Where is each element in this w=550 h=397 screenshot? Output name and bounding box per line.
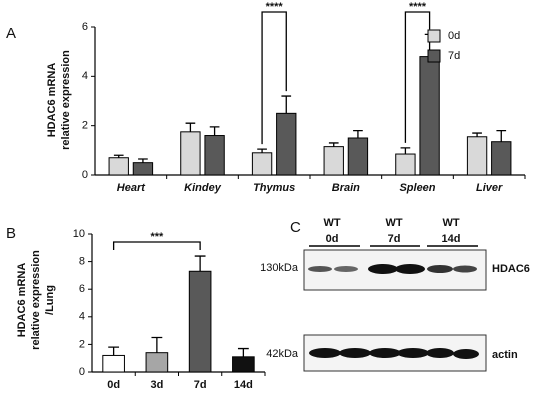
error-bar	[209, 126, 220, 136]
bar	[102, 354, 125, 373]
band	[453, 349, 479, 359]
y-tick-label: 6	[79, 283, 85, 295]
error-bar	[328, 142, 339, 147]
bar	[491, 141, 512, 176]
y-axis-label: relative expression	[60, 50, 72, 150]
size-label: 42kDa	[266, 348, 299, 360]
bar	[276, 112, 297, 176]
band	[369, 348, 401, 358]
error-bar	[138, 158, 148, 163]
y-tick-label: 4	[82, 70, 88, 82]
y-axis-label: relative expression	[30, 250, 42, 350]
band	[334, 266, 358, 272]
error-bar	[151, 336, 163, 353]
legend-swatch	[427, 49, 441, 63]
significance-bracket	[261, 11, 287, 145]
bar	[108, 157, 129, 176]
band	[426, 348, 454, 358]
bar	[419, 56, 440, 176]
x-tick-label: 3d	[150, 379, 163, 391]
band-label: HDAC6	[492, 263, 530, 275]
bar	[204, 135, 225, 176]
error-bar	[281, 95, 292, 114]
panel-label: B	[6, 225, 16, 242]
bar	[145, 352, 169, 373]
y-tick-label: 4	[79, 311, 85, 323]
x-tick-label: 14d	[234, 379, 253, 391]
y-tick-label: 8	[79, 256, 85, 268]
y-tick-label: 6	[82, 21, 88, 33]
bar	[188, 270, 212, 373]
x-tick-label: Heart	[117, 182, 146, 194]
legend-swatch	[427, 29, 441, 43]
y-tick-label: 2	[82, 120, 88, 132]
bar	[132, 162, 154, 176]
y-tick-label: 2	[79, 338, 85, 350]
error-bar	[472, 132, 482, 137]
significance-bracket	[112, 241, 201, 250]
x-tick-label: Spleen	[399, 182, 435, 194]
y-axis-label: /Lung	[44, 285, 56, 315]
lane-label: 14d	[442, 233, 461, 245]
lane-label: WT	[442, 217, 459, 229]
bar	[395, 153, 416, 176]
x-tick-label: Brain	[332, 182, 360, 194]
y-tick-label: 10	[73, 228, 85, 240]
significance-label: ****	[266, 1, 284, 13]
significance-bracket	[404, 11, 431, 143]
lane-label: WT	[385, 217, 402, 229]
lane-label: WT	[323, 217, 340, 229]
band	[395, 264, 425, 274]
y-axis-label: HDAC6 mRNA	[16, 263, 28, 338]
error-bar	[185, 122, 196, 132]
bar	[180, 131, 201, 176]
legend-label: 0d	[448, 30, 460, 42]
error-bar	[257, 148, 267, 153]
significance-label: ***	[150, 231, 164, 243]
lane-label: 0d	[326, 233, 339, 245]
band	[397, 348, 429, 358]
significance-label: ****	[409, 1, 427, 13]
lane-label: 7d	[388, 233, 401, 245]
band	[427, 265, 453, 273]
error-bar	[237, 347, 249, 357]
band	[368, 264, 398, 274]
bar	[251, 152, 273, 176]
band-label: actin	[492, 349, 518, 361]
error-bar	[400, 147, 411, 155]
error-bar	[113, 154, 124, 158]
x-tick-label: Liver	[476, 182, 503, 194]
x-tick-label: Thymus	[253, 182, 295, 194]
size-label: 130kDa	[260, 262, 299, 274]
blot: WT 0d WT 7d WT 14d 130kDa 42kDa HDAC6 ac…	[260, 217, 530, 372]
band	[309, 348, 341, 358]
y-axis-label: HDAC6 mRNA	[46, 63, 58, 138]
error-bar	[194, 255, 206, 272]
panel-label: C	[290, 219, 301, 236]
legend-label: 7d	[448, 50, 460, 62]
panel-label: A	[6, 25, 16, 42]
band	[339, 348, 371, 358]
error-bar	[108, 346, 120, 356]
x-tick-label: 0d	[107, 379, 120, 391]
bar	[232, 356, 255, 373]
band	[453, 265, 477, 273]
x-tick-label: 7d	[194, 379, 207, 391]
bar	[466, 136, 488, 176]
error-bar	[496, 129, 507, 142]
x-tick-label: Kindey	[184, 182, 222, 194]
bar	[347, 137, 369, 176]
band	[308, 266, 332, 272]
y-tick-label: 0	[82, 169, 88, 181]
bar	[323, 146, 344, 176]
error-bar	[353, 129, 363, 138]
y-tick-label: 0	[79, 366, 85, 378]
